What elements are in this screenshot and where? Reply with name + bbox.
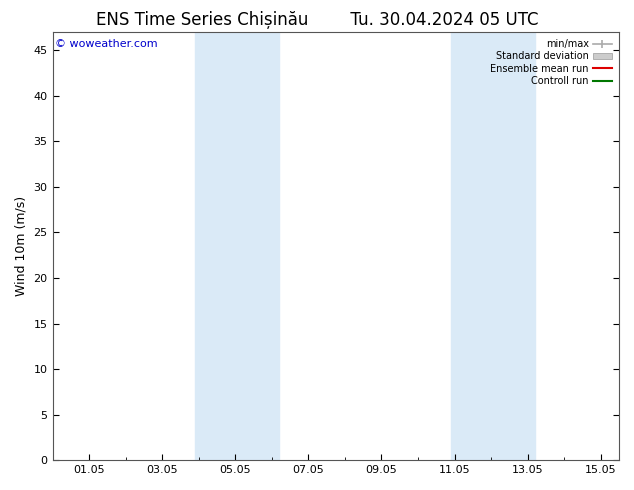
Text: ENS Time Series Chișinău        Tu. 30.04.2024 05 UTC: ENS Time Series Chișinău Tu. 30.04.2024 …: [96, 11, 538, 29]
Text: © woweather.com: © woweather.com: [55, 39, 158, 49]
Legend: min/max, Standard deviation, Ensemble mean run, Controll run: min/max, Standard deviation, Ensemble me…: [488, 37, 614, 88]
Bar: [451, 32, 535, 460]
Bar: [195, 32, 279, 460]
Y-axis label: Wind 10m (m/s): Wind 10m (m/s): [15, 196, 28, 296]
